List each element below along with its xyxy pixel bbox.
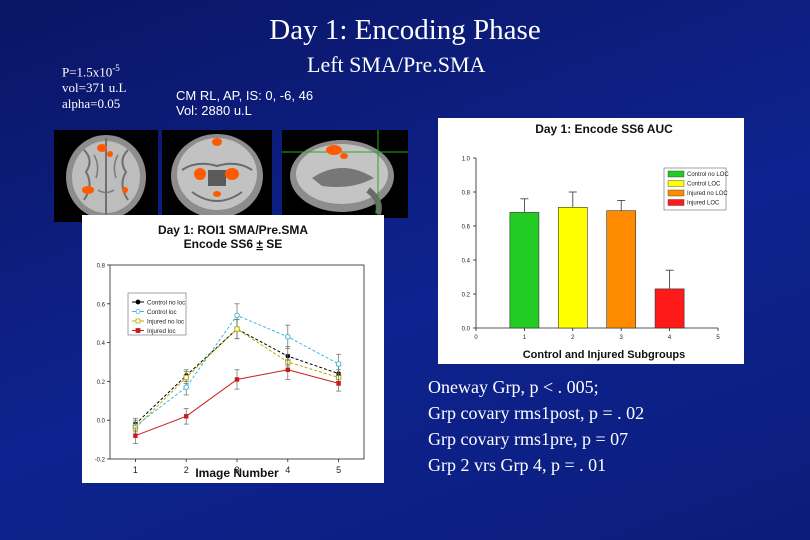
line-chart-title-2-prefix: Encode SS6 bbox=[184, 237, 257, 251]
stats-box: P=1.5x10-5 vol=371 u.L alpha=0.05 bbox=[62, 60, 126, 112]
line-y-tick-label: 0.2 bbox=[97, 380, 106, 386]
slide-title: Day 1: Encoding Phase bbox=[269, 14, 541, 46]
line-point bbox=[285, 333, 291, 340]
line-y-tick-label: 0.8 bbox=[97, 264, 106, 270]
line-legend-label: Injured loc bbox=[147, 328, 176, 335]
line-chart-title-1: Day 1: ROI1 SMA/Pre.SMA bbox=[158, 223, 308, 237]
bar-chart: Day 1: Encode SS6 AUC Control and Injure… bbox=[462, 122, 730, 361]
line-x-tick-label: 5 bbox=[336, 465, 341, 475]
line-legend-marker bbox=[135, 328, 141, 333]
line-point bbox=[234, 312, 240, 319]
line-chart-title-2: Encode SS6 ± SE bbox=[184, 237, 283, 251]
bar-y-tick-label: 1.0 bbox=[462, 157, 471, 163]
line-legend-label: Control no loc bbox=[147, 299, 185, 306]
finding-grp2-vs-grp4: Grp 2 vrs Grp 4, p = . 01 bbox=[428, 455, 607, 475]
bar-y-tick-label: 0.6 bbox=[462, 225, 471, 231]
line-legend-label: Injured no loc bbox=[147, 318, 184, 325]
p-value-exponent: -5 bbox=[112, 63, 120, 73]
bar-x-tick-label: 0 bbox=[474, 335, 478, 341]
line-point bbox=[335, 361, 342, 367]
line-legend-marker bbox=[135, 309, 141, 314]
bar-x-tick-label: 2 bbox=[571, 335, 575, 341]
line-point bbox=[133, 433, 138, 438]
line-point bbox=[183, 374, 189, 381]
bar-2 bbox=[606, 210, 637, 329]
brain-sagittal-image bbox=[282, 130, 408, 218]
bar-1 bbox=[557, 207, 588, 329]
line-x-tick-label: 1 bbox=[133, 465, 138, 475]
line-chart-title-2-pm: ± bbox=[256, 237, 263, 251]
bar-legend-label: Injured LOC bbox=[687, 201, 720, 207]
finding-oneway: Oneway Grp, p < . 005; bbox=[428, 377, 599, 397]
bar-x-tick-label: 1 bbox=[523, 335, 527, 341]
line-chart: Day 1: ROI1 SMA/Pre.SMA Encode SS6 ± SE … bbox=[95, 223, 365, 480]
bar-y-tick-label: 0.0 bbox=[462, 327, 471, 333]
line-point bbox=[285, 367, 290, 372]
line-chart-xlabel: Image Number bbox=[195, 466, 279, 480]
bar-y-tick-label: 0.4 bbox=[462, 259, 471, 265]
brain-axial-image bbox=[54, 130, 158, 222]
p-value-base: P=1.5x10 bbox=[62, 64, 113, 80]
vol-value: vol=371 u.L bbox=[62, 80, 127, 96]
bar-y-tick-label: 0.8 bbox=[462, 191, 471, 197]
bar-x-tick-label: 5 bbox=[716, 335, 720, 341]
line-series-0 bbox=[135, 328, 339, 425]
bar-legend-label: Control LOC bbox=[687, 182, 721, 188]
line-point bbox=[234, 326, 240, 332]
finding-rms1pre: Grp covary rms1pre, p = 07 bbox=[428, 429, 629, 449]
bar-legend-swatch bbox=[667, 170, 685, 178]
line-point bbox=[234, 377, 240, 382]
bar-0 bbox=[509, 212, 540, 329]
bar-chart-panel: Day 1: Encode SS6 AUC Control and Injure… bbox=[438, 118, 744, 364]
line-legend-marker bbox=[135, 318, 141, 324]
line-y-tick-label: 0.4 bbox=[97, 341, 106, 347]
coords-line: CM RL, AP, IS: 0, -6, 46 bbox=[176, 88, 314, 103]
bar-x-tick-label: 3 bbox=[620, 335, 624, 341]
line-x-tick-label: 2 bbox=[184, 465, 189, 475]
coords-box: CM RL, AP, IS: 0, -6, 46 Vol: 2880 u.L bbox=[176, 88, 313, 118]
finding-rms1post: Grp covary rms1post, p = . 02 bbox=[428, 403, 645, 423]
bar-chart-title: Day 1: Encode SS6 AUC bbox=[535, 122, 673, 136]
line-legend-label: Control loc bbox=[147, 309, 177, 316]
bar-3 bbox=[654, 288, 685, 329]
line-x-tick-label: 4 bbox=[285, 465, 290, 475]
bar-y-tick-label: 0.2 bbox=[462, 293, 471, 299]
findings-list: Oneway Grp, p < . 005; Grp covary rms1po… bbox=[428, 374, 644, 478]
bar-legend-swatch bbox=[667, 180, 685, 187]
line-point bbox=[184, 414, 189, 419]
line-point bbox=[183, 384, 189, 391]
line-legend-marker bbox=[135, 299, 141, 305]
slide-subtitle: Left SMA/Pre.SMA bbox=[307, 52, 486, 77]
bar-chart-xlabel: Control and Injured Subgroups bbox=[523, 349, 686, 361]
line-point bbox=[336, 381, 341, 386]
bar-x-tick-label: 4 bbox=[668, 335, 672, 341]
p-value: P=1.5x10-5 bbox=[62, 60, 126, 80]
bar-legend-swatch bbox=[667, 199, 685, 206]
line-y-tick-label: 0.6 bbox=[97, 302, 106, 308]
bar-legend-swatch bbox=[667, 189, 685, 197]
alpha-value: alpha=0.05 bbox=[62, 96, 121, 112]
line-chart-panel: Day 1: ROI1 SMA/Pre.SMA Encode SS6 ± SE … bbox=[82, 215, 384, 483]
line-y-tick-label: 0.0 bbox=[97, 419, 106, 425]
activation-blob bbox=[97, 144, 107, 152]
line-chart-title-2-suffix: SE bbox=[263, 237, 282, 251]
bar-legend-label: Control no LOC bbox=[687, 172, 729, 178]
bar-legend-label: Injured no LOC bbox=[687, 191, 728, 197]
volume-line: Vol: 2880 u.L bbox=[176, 103, 252, 118]
line-x-tick-label: 3 bbox=[234, 465, 239, 475]
brain-coronal-image bbox=[162, 130, 272, 222]
line-y-tick-label: -0.2 bbox=[95, 458, 106, 464]
